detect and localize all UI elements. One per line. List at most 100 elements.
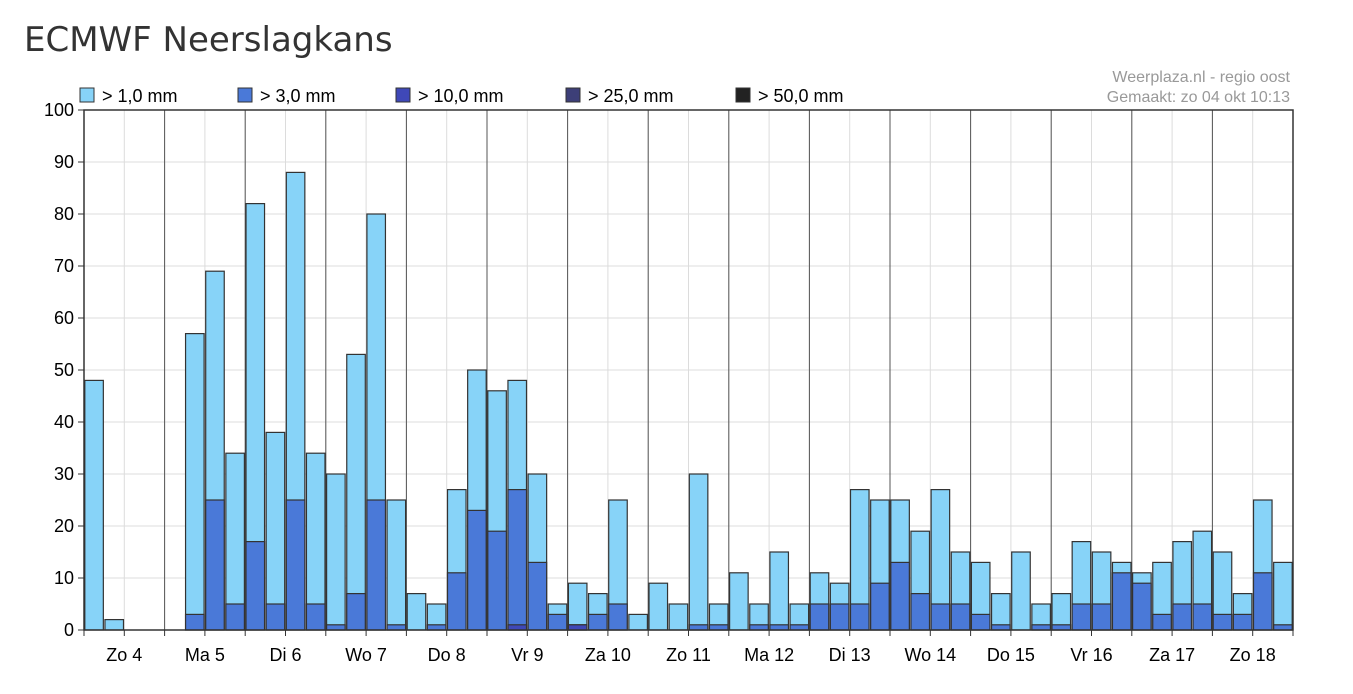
bar-series1-slot13 <box>346 592 366 631</box>
legend-label: > 10,0 mm <box>418 86 504 106</box>
axes: 0 10 20 30 40 50 60 70 80 90 100 Zo 4 Ma 5 Di 6 Wo 7 Do… <box>44 100 1294 665</box>
legend-swatch <box>395 87 411 103</box>
bar-series0-slot9 <box>265 431 286 631</box>
x-day-label: Ma 5 <box>185 645 225 665</box>
bar-series1-slot50 <box>1091 603 1112 631</box>
x-day-label: Ma 12 <box>744 645 794 665</box>
bar-series1-slot23 <box>547 613 568 631</box>
bar-series1-slot21 <box>507 489 528 631</box>
bar-series1-slot57 <box>1232 613 1253 631</box>
bar-series1-slot33 <box>749 624 769 631</box>
bar-series1-slot51 <box>1111 572 1132 631</box>
x-day-label: Za 17 <box>1149 645 1195 665</box>
legend: > 1,0 mm > 3,0 mm > 10,0 mm > 25,0 mm > 50,0… <box>79 86 844 106</box>
bar-series1-slot35 <box>789 624 810 631</box>
chart-title: ECMWF Neerslagkans <box>24 20 393 60</box>
bar-series1-slot37 <box>829 603 850 631</box>
y-tick-label: 100 <box>44 100 74 120</box>
credit-timestamp: Gemaakt: zo 04 okt 10:13 <box>1107 89 1290 106</box>
bar-series1-slot45 <box>990 624 1011 631</box>
bar-series0-slot12 <box>326 473 346 631</box>
bar-series0-slot30 <box>688 473 709 631</box>
bar-series1-slot6 <box>205 499 225 631</box>
bar-series1-slot8 <box>245 540 266 631</box>
bar-series1-slot38 <box>849 603 870 631</box>
bar-series1-slot48 <box>1051 624 1072 631</box>
bar-series1-slot42 <box>930 603 951 631</box>
bar-series1-slot41 <box>910 592 931 631</box>
bar-series1-slot34 <box>769 624 790 631</box>
bar-series1-slot30 <box>688 624 709 631</box>
y-tick-label: 50 <box>54 360 74 380</box>
bar-series1-slot5 <box>184 613 205 631</box>
bar-series1-slot40 <box>890 561 910 631</box>
bar-series1-slot17 <box>426 624 447 631</box>
bar-series0-slot46 <box>1011 551 1031 631</box>
y-tick-label: 10 <box>54 568 74 588</box>
bar-series1-slot10 <box>285 499 306 631</box>
bar-series1-slot44 <box>970 613 991 631</box>
bar-series1-slot25 <box>587 613 608 631</box>
y-tick-label: 20 <box>54 516 74 536</box>
bar-series0-slot34 <box>769 551 790 631</box>
bar-series1-slot47 <box>1031 624 1051 631</box>
legend-swatch <box>735 87 751 103</box>
bar-series1-slot58 <box>1252 572 1273 631</box>
bar-series1-slot54 <box>1172 603 1193 631</box>
legend-label: > 1,0 mm <box>102 86 178 106</box>
bar-series1-slot59 <box>1273 624 1293 631</box>
x-day-label: Wo 7 <box>345 645 387 665</box>
bar-series1-slot14 <box>366 499 387 631</box>
grid <box>83 109 1294 631</box>
bar-series1-slot31 <box>708 624 729 631</box>
bar-series0-slot0 <box>84 379 104 631</box>
bar-series0-slot59 <box>1273 561 1293 631</box>
x-day-label: Za 10 <box>585 645 631 665</box>
x-day-label: Do 15 <box>987 645 1035 665</box>
x-day-label: Zo 4 <box>106 645 142 665</box>
bar-series1-slot11 <box>305 603 326 631</box>
x-day-label: Vr 9 <box>511 645 543 665</box>
y-tick-label: 0 <box>64 620 74 640</box>
bar-series1-slot20 <box>487 530 507 631</box>
bar-series0-slot29 <box>668 603 689 631</box>
bar-series1-slot22 <box>527 561 548 631</box>
y-tick-label: 70 <box>54 256 74 276</box>
bar-series1-slot12 <box>326 624 346 631</box>
bar-series1-slot52 <box>1132 582 1152 631</box>
bar-series0-slot1 <box>104 618 125 631</box>
bar-series1-slot53 <box>1152 613 1172 631</box>
bar-series0-slot13 <box>346 353 366 631</box>
x-day-label: Vr 16 <box>1070 645 1112 665</box>
bar-series1-slot18 <box>446 572 467 631</box>
x-day-label: Zo 18 <box>1230 645 1276 665</box>
x-day-label: Di 6 <box>269 645 301 665</box>
bar-series0-slot15 <box>386 499 407 631</box>
x-day-label: Do 8 <box>428 645 466 665</box>
legend-label: > 50,0 mm <box>758 86 844 106</box>
y-tick-label: 40 <box>54 412 74 432</box>
bar-series1-slot19 <box>467 509 487 631</box>
bar-series0-slot5 <box>184 333 205 631</box>
bar-series1-slot43 <box>950 603 971 631</box>
x-day-label: Wo 14 <box>904 645 956 665</box>
bar-series0-slot28 <box>648 582 669 631</box>
bar-series1-slot7 <box>225 603 245 631</box>
legend-swatch <box>565 87 581 103</box>
bar-series1-slot56 <box>1212 613 1233 631</box>
bar-series0-slot16 <box>406 592 427 631</box>
bar-series1-slot55 <box>1192 603 1213 631</box>
y-tick-label: 30 <box>54 464 74 484</box>
bar-series2-slot21 <box>507 624 528 631</box>
credit-source: Weerplaza.nl - regio oost <box>1112 69 1290 86</box>
bar-series1-slot36 <box>809 603 830 631</box>
legend-swatch <box>237 87 253 103</box>
bar-series1-slot9 <box>265 603 286 631</box>
y-tick-label: 80 <box>54 204 74 224</box>
bar-series1-slot49 <box>1071 603 1092 631</box>
bar-series0-slot24 <box>567 582 588 631</box>
bars <box>84 171 1293 631</box>
bar-series1-slot26 <box>608 603 628 631</box>
bar-series0-slot32 <box>729 572 749 631</box>
